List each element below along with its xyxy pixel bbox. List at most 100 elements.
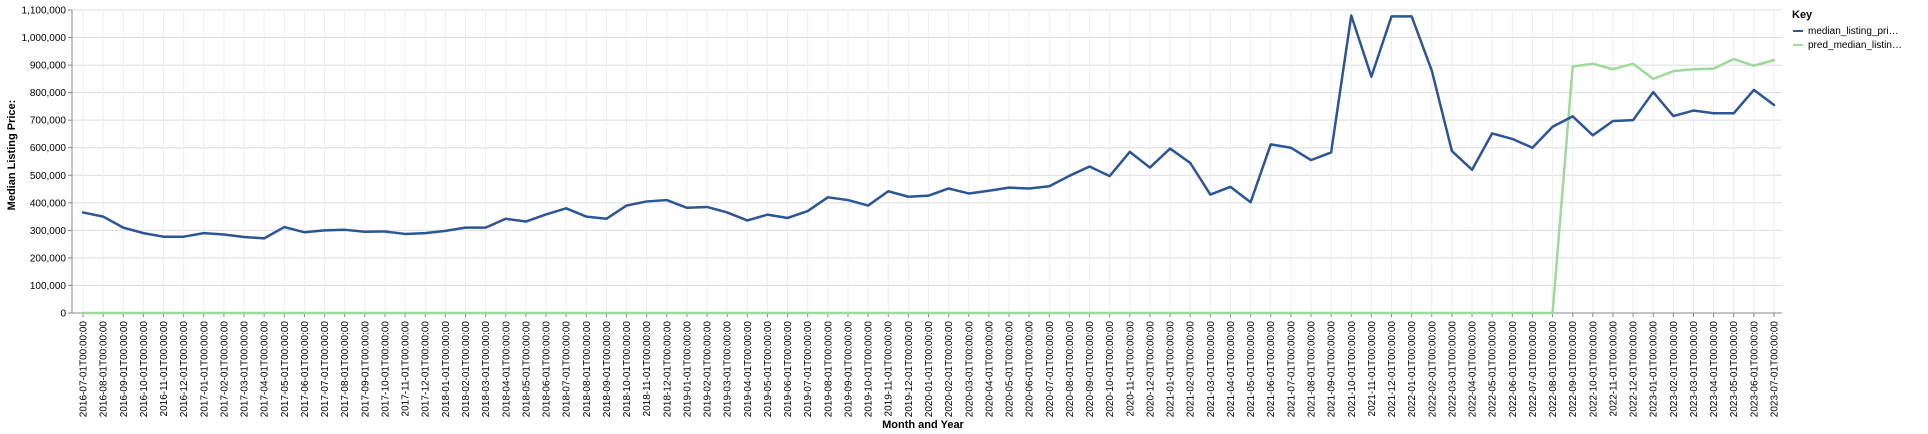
x-tick-label: 2022-08-01T00:00:00 [1548,321,1559,418]
legend-title: Key [1792,9,1813,21]
x-tick-label: 2019-08-01T00:00:00 [823,321,834,418]
x-tick-label: 2017-11-01T00:00:00 [401,321,412,417]
x-tick-label: 2017-08-01T00:00:00 [340,321,351,418]
x-tick-label: 2021-02-01T00:00:00 [1186,321,1197,418]
axes: 0 100,000 200,000 300,000 400,000 500,000 600,… [22,6,1782,418]
x-tick-label: 2020-06-01T00:00:00 [1025,321,1036,418]
x-tick-label: 2023-02-01T00:00:00 [1669,321,1680,418]
x-tick-label: 2017-09-01T00:00:00 [360,321,371,418]
x-tick-label: 2023-04-01T00:00:00 [1709,321,1720,418]
x-tick-label: 2019-10-01T00:00:00 [864,321,875,418]
x-tick-label: 2021-05-01T00:00:00 [1246,321,1257,418]
y-tick-label: 400,000 [30,198,67,209]
x-tick-label: 2019-02-01T00:00:00 [703,321,714,418]
x-tick-label: 2022-06-01T00:00:00 [1508,321,1519,418]
x-tick-label: 2016-09-01T00:00:00 [119,321,130,418]
x-tick-label: 2018-05-01T00:00:00 [521,321,532,418]
x-tick-label: 2018-02-01T00:00:00 [461,321,472,418]
x-tick-label: 2017-05-01T00:00:00 [280,321,291,418]
x-tick-label: 2022-04-01T00:00:00 [1468,321,1479,418]
legend: Key median_listing_pri… pred_median_list… [1792,9,1902,51]
x-tick-label: 2020-02-01T00:00:00 [944,321,955,418]
x-tick-label: 2022-01-01T00:00:00 [1407,321,1418,418]
x-tick-label: 2019-01-01T00:00:00 [682,321,693,418]
series-line-pred-median-listing-price [81,57,1776,315]
x-tick-label: 2018-06-01T00:00:00 [542,321,553,418]
x-tick-label: 2020-03-01T00:00:00 [964,321,975,418]
x-tick-label: 2019-04-01T00:00:00 [743,321,754,418]
x-tick-label: 2016-11-01T00:00:00 [159,321,170,417]
y-tick-label: 1,000,000 [22,33,67,44]
x-tick-label: 2022-03-01T00:00:00 [1447,321,1458,418]
y-tick-label: 500,000 [30,171,67,182]
x-tick-label: 2019-12-01T00:00:00 [904,321,915,418]
x-tick-label: 2022-05-01T00:00:00 [1488,321,1499,418]
x-tick-label: 2018-08-01T00:00:00 [582,321,593,418]
x-tick-label: 2023-03-01T00:00:00 [1689,321,1700,418]
gridlines [72,9,1782,314]
x-tick-label: 2023-01-01T00:00:00 [1649,321,1660,418]
legend-label-median: median_listing_pri… [1808,26,1899,37]
x-tick-label: 2023-06-01T00:00:00 [1749,321,1760,418]
y-tick-label: 900,000 [30,61,67,72]
series-lines [81,14,1776,315]
x-tick-label: 2016-10-01T00:00:00 [139,321,150,418]
x-tick-label: 2020-08-01T00:00:00 [1065,321,1076,418]
x-tick-label: 2022-10-01T00:00:00 [1588,321,1599,418]
x-tick-label: 2021-04-01T00:00:00 [1226,321,1237,418]
x-tick-label: 2020-12-01T00:00:00 [1145,321,1156,418]
x-tick-label: 2019-05-01T00:00:00 [763,321,774,418]
x-tick-label: 2021-09-01T00:00:00 [1327,321,1338,418]
x-tick-label: 2022-09-01T00:00:00 [1568,321,1579,418]
x-tick-label: 2023-07-01T00:00:00 [1770,321,1781,418]
x-tick-label: 2019-07-01T00:00:00 [803,321,814,418]
x-tick-label: 2019-11-01T00:00:00 [884,321,895,417]
x-tick-label: 2017-07-01T00:00:00 [320,321,331,418]
x-tick-label: 2016-07-01T00:00:00 [79,321,90,418]
legend-label-pred: pred_median_listin… [1808,40,1902,51]
x-tick-label: 2022-07-01T00:00:00 [1528,321,1539,418]
x-tick-label: 2021-12-01T00:00:00 [1387,321,1398,418]
y-tick-label: 100,000 [30,281,67,292]
x-tick-label: 2018-07-01T00:00:00 [562,321,573,418]
x-tick-label: 2019-06-01T00:00:00 [783,321,794,418]
x-tick-label: 2018-10-01T00:00:00 [622,321,633,418]
x-tick-label: 2017-12-01T00:00:00 [421,321,432,418]
x-tick-label: 2020-09-01T00:00:00 [1085,321,1096,418]
x-tick-label: 2017-03-01T00:00:00 [240,321,251,418]
x-tick-label: 2017-10-01T00:00:00 [380,321,391,418]
y-tick-label: 700,000 [30,116,67,127]
y-tick-label: 1,100,000 [22,6,67,17]
x-tick-label: 2017-04-01T00:00:00 [260,321,271,418]
x-tick-label: 2020-01-01T00:00:00 [924,321,935,418]
x-tick-label: 2018-11-01T00:00:00 [642,321,653,417]
x-tick-label: 2021-08-01T00:00:00 [1306,321,1317,418]
x-tick-label: 2019-03-01T00:00:00 [723,321,734,418]
x-tick-label: 2017-02-01T00:00:00 [219,321,230,418]
x-tick-label: 2018-12-01T00:00:00 [662,321,673,418]
x-tick-label: 2019-09-01T00:00:00 [843,321,854,418]
x-tick-label: 2022-12-01T00:00:00 [1629,321,1640,418]
x-tick-label: 2021-03-01T00:00:00 [1206,321,1217,418]
series-line-median-listing-price [81,14,1776,240]
x-tick-label: 2020-10-01T00:00:00 [1105,321,1116,418]
x-tick-label: 2021-10-01T00:00:00 [1347,321,1358,418]
x-tick-label: 2016-12-01T00:00:00 [179,321,190,418]
x-tick-label: 2020-11-01T00:00:00 [1125,321,1136,417]
y-tick-label: 300,000 [30,226,67,237]
x-tick-label: 2022-11-01T00:00:00 [1608,321,1619,417]
y-axis-title: Median Listing Price: [6,100,18,211]
y-tick-label: 600,000 [30,143,67,154]
y-tick-label: 0 [60,309,66,320]
x-tick-label: 2023-05-01T00:00:00 [1729,321,1740,418]
x-tick-label: 2021-01-01T00:00:00 [1166,321,1177,418]
x-tick-label: 2021-11-01T00:00:00 [1367,321,1378,417]
x-tick-label: 2021-06-01T00:00:00 [1266,321,1277,418]
x-tick-label: 2017-01-01T00:00:00 [199,321,210,418]
x-tick-label: 2020-04-01T00:00:00 [984,321,995,418]
x-axis-title: Month and Year [882,419,964,431]
x-tick-label: 2018-03-01T00:00:00 [481,321,492,418]
y-tick-label: 200,000 [30,253,67,264]
x-tick-label: 2018-01-01T00:00:00 [441,321,452,418]
